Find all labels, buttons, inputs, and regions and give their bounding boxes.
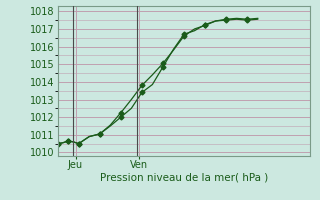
X-axis label: Pression niveau de la mer( hPa ): Pression niveau de la mer( hPa ) bbox=[100, 173, 268, 183]
